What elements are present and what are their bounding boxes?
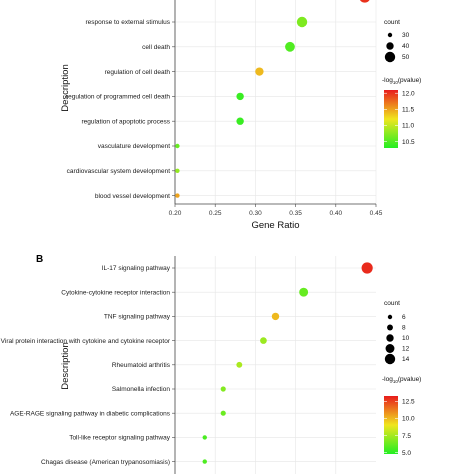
category-label: Viral protein interaction with cytokine … [1,338,171,345]
x-tick-label: 0.35 [289,210,302,217]
size-legend-dot [387,32,393,38]
size-legend-label: 40 [402,43,410,50]
category-label: AGE-RAGE signaling pathway in diabetic c… [10,410,171,417]
data-point [202,435,207,440]
category-label: Salmonella infection [112,386,171,393]
x-tick-label: 0.45 [370,210,383,217]
color-bar-label: 7.5 [402,433,411,440]
color-bar-label: 10.0 [402,416,415,423]
data-point [359,0,370,3]
data-point [175,193,180,198]
x-axis-title: Gene Ratio [251,220,299,231]
size-legend-title: count [384,300,400,307]
panel-b-dot-plot: IL-17 signaling pathway Cytokine-cytokine… [1,254,421,474]
data-point [260,337,267,344]
data-point [236,92,244,101]
size-legend-label: 6 [402,314,406,321]
size-legend-label: 14 [402,356,410,363]
data-point [361,262,373,274]
x-tick-label: 0.30 [249,210,262,217]
color-bar-label: 10.5 [402,139,415,146]
panel-letter: B [36,254,43,265]
data-point [236,117,244,125]
data-point [271,312,280,321]
data-point [220,386,226,392]
plot-area [175,0,376,204]
size-legend-label: 10 [402,335,410,342]
color-bar [384,396,398,454]
category-label: cell death [142,44,170,51]
category-label: regulation of programmed cell death [66,94,170,101]
data-point [236,361,243,368]
y-axis-title: Description [60,342,71,390]
size-legend-label: 30 [402,32,410,39]
size-legend-dot [387,314,393,320]
data-point [175,168,180,173]
category-label: regulation of cell death [105,69,171,76]
x-tick-label: 0.40 [329,210,342,217]
size-legend-dot [386,334,394,342]
x-tick-label: 0.25 [209,210,222,217]
data-point [255,67,264,76]
category-label: regulation of apoptotic process [81,118,170,125]
color-legend-title: -log10(pvalue) [382,376,421,384]
size-legend-label: 8 [402,325,406,332]
size-legend-dot [384,51,396,63]
size-legend-dot [384,353,396,365]
color-bar-label: 11.5 [402,107,415,114]
size-legend-label: 50 [402,54,410,61]
category-label: Cytokine-cytokine receptor interaction [61,289,170,296]
category-label: cardiovascular system development [67,168,171,175]
size-legend-dot [387,324,393,331]
category-label: Chagas disease (American trypanosomiasis… [41,459,170,466]
category-label: IL-17 signaling pathway [102,265,171,272]
color-legend-title: -log10(pvalue) [382,77,421,85]
color-bar-label: 11.0 [402,123,415,130]
size-legend-label: 12 [402,346,410,353]
panel-a-dot-plot: response to external stimulus cell death r… [60,0,421,231]
category-label: response to external stimulus [85,19,170,26]
data-point [296,16,308,28]
data-point [220,410,226,416]
category-label: Rheumatoid arthritis [112,362,171,369]
size-legend-dot [385,344,395,353]
size-legend-title: count [384,19,400,26]
data-point [175,143,180,149]
color-bar-label: 12.5 [402,399,415,406]
category-label: vasculature development [98,143,170,150]
color-bar-label: 12.0 [402,90,415,97]
color-bar [384,90,398,148]
category-label: blood vessel development [95,193,170,200]
data-point [299,287,309,297]
y-axis-title: Description [60,64,71,112]
x-tick-label: 0.20 [169,210,182,217]
category-label: Toll-like receptor signaling pathway [69,435,171,442]
data-point [285,41,295,52]
size-legend-dot [386,42,394,50]
color-bar-label: 5.0 [402,450,411,457]
data-point [202,459,207,464]
category-label: TNF signaling pathway [104,314,171,321]
